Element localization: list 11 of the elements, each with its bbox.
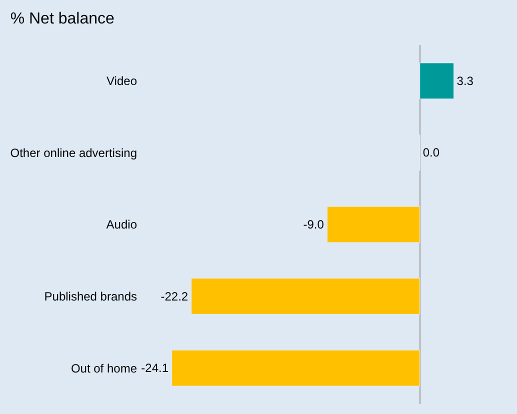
y-tick-label: Other online advertising (10, 146, 137, 160)
data-label: 0.0 (422, 146, 440, 160)
data-label: 3.3 (456, 74, 474, 88)
data-label: -22.2 (160, 289, 188, 304)
data-label: -9.0 (303, 218, 324, 232)
y-tick-label: Out of home (70, 361, 138, 376)
data-label: -24.1 (141, 361, 169, 376)
y-tick-label: Audio (106, 218, 138, 232)
y-tick-label: Published brands (44, 290, 137, 304)
y-tick-label: Video (106, 74, 138, 88)
chart-title: % Net balance (10, 10, 115, 28)
